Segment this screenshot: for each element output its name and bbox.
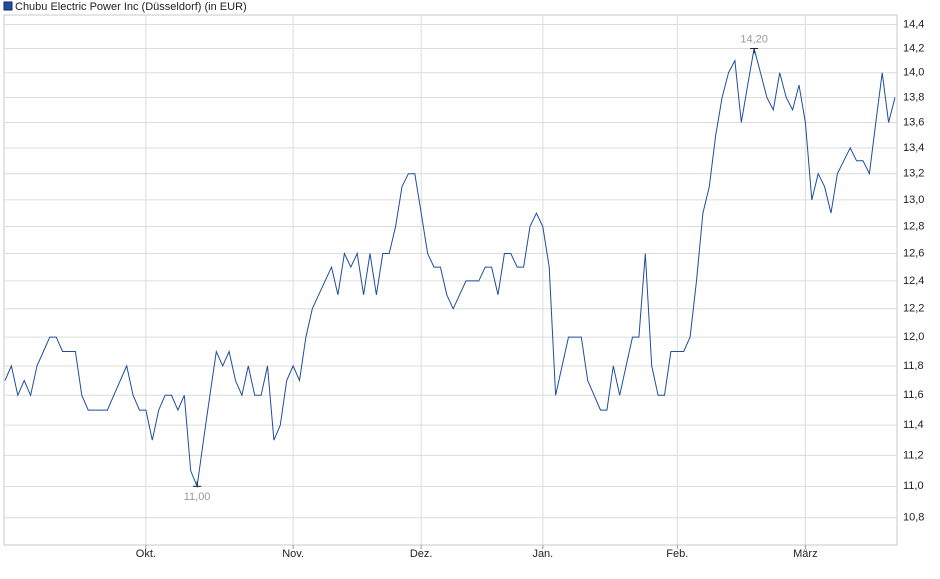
- y-tick-label: 12,8: [903, 220, 924, 232]
- y-tick-label: 13,4: [903, 142, 924, 154]
- y-tick-label: 11,2: [903, 449, 924, 461]
- y-tick-label: 13,8: [903, 91, 924, 103]
- y-tick-label: 13,0: [903, 194, 924, 206]
- y-tick-label: 11,6: [903, 389, 924, 401]
- annotation-label: 11,00: [184, 491, 211, 503]
- x-tick-label: Nov.: [282, 548, 304, 560]
- x-tick-label: Dez.: [410, 548, 433, 560]
- x-tick-label: Okt.: [136, 548, 156, 560]
- y-tick-label: 12,2: [903, 303, 924, 315]
- y-tick-label: 10,8: [903, 512, 924, 524]
- legend-swatch: [3, 1, 13, 11]
- y-tick-label: 13,2: [903, 168, 924, 180]
- legend-label: Chubu Electric Power Inc (Düsseldorf) (i…: [15, 1, 247, 13]
- y-tick-label: 14,0: [903, 67, 924, 79]
- y-tick-label: 12,4: [903, 275, 924, 287]
- x-tick-label: Jan.: [532, 548, 553, 560]
- x-tick-label: Feb.: [666, 548, 688, 560]
- y-tick-label: 12,6: [903, 247, 924, 259]
- annotation-label: 14,20: [740, 33, 768, 45]
- x-tick-label: März: [793, 548, 817, 560]
- y-tick-label: 11,0: [903, 480, 924, 492]
- y-tick-label: 12,0: [903, 331, 924, 343]
- y-tick-label: 13,6: [903, 116, 924, 128]
- y-tick-label: 14,4: [903, 18, 924, 30]
- y-tick-label: 11,4: [903, 419, 924, 431]
- y-tick-label: 14,2: [903, 42, 924, 54]
- plot-frame: [3, 14, 898, 546]
- price-line: [4, 48, 896, 489]
- y-tick-label: 11,8: [903, 360, 924, 372]
